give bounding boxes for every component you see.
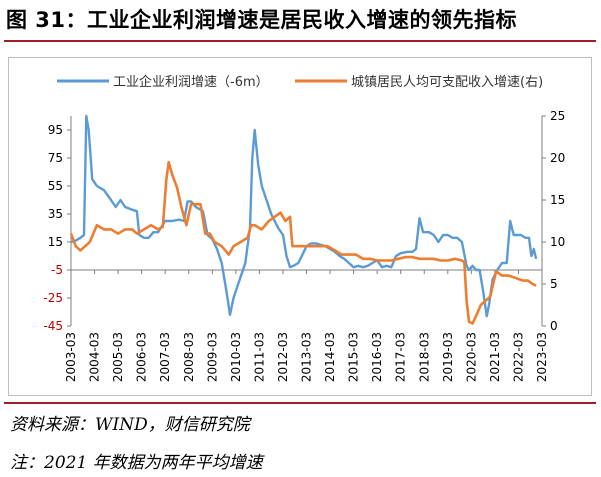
line-chart: 工业企业利润增速（-6m） 城镇居民人均可支配收入增速(右) 95 75 55 35 1… — [43, 74, 565, 382]
x-tick-label: 2003-03 — [64, 332, 78, 382]
bottom-rule — [4, 402, 596, 404]
x-tick-label: 2014-03 — [323, 332, 337, 382]
x-tick-label: 2017-03 — [394, 332, 408, 382]
x-tick-label: 2020-03 — [464, 332, 478, 382]
y-right-tick-label: 25 — [550, 109, 565, 123]
x-tick-label: 2015-03 — [347, 332, 361, 382]
legend-label-income: 城镇居民人均可支配收入增速(右) — [351, 75, 543, 90]
x-tick-label: 2013-03 — [300, 332, 314, 382]
y-left-tick-label: 95 — [48, 123, 63, 137]
legend: 工业企业利润增速（-6m） 城镇居民人均可支配收入增速(右) — [57, 74, 543, 90]
legend-label-profit: 工业企业利润增速（-6m） — [113, 74, 269, 90]
x-tick-label: 2006-03 — [135, 332, 149, 382]
x-tick-label: 2021-03 — [488, 332, 502, 382]
chart-frame: 工业企业利润增速（-6m） 城镇居民人均可支配收入增速(右) 95 75 55 35 1… — [8, 57, 592, 396]
y-right-tick-label: 0 — [550, 319, 558, 333]
figure-title: 图 31：工业企业利润增速是居民收入增速的领先指标 — [6, 8, 518, 32]
x-tick-label: 2008-03 — [182, 332, 196, 382]
y-left-tick-label: -25 — [43, 291, 63, 305]
series-layer — [69, 114, 538, 325]
x-tick-label: 2016-03 — [370, 332, 384, 382]
series-line-income — [69, 160, 537, 325]
x-tick-label: 2011-03 — [252, 332, 266, 382]
y-left-tick-label: -45 — [43, 319, 63, 333]
y-right-tick-label: 10 — [550, 235, 565, 249]
x-tick-label: 2018-03 — [417, 332, 431, 382]
source-note: 资料来源：WIND，财信研究院 — [10, 415, 250, 435]
series-line-profit — [70, 114, 538, 318]
x-tick-label: 2007-03 — [158, 332, 172, 382]
y-left-tick-label: 55 — [48, 179, 63, 193]
x-tick-label: 2022-03 — [511, 332, 525, 382]
y-right-tick-label: 20 — [550, 151, 565, 165]
x-tick-label: 2005-03 — [111, 332, 125, 382]
axes: 95 75 55 35 15 -5 -25 -45 25 20 15 10 5 0 2003-03 2004-… — [43, 109, 565, 382]
x-tick-label: 2012-03 — [276, 332, 290, 382]
x-tick-label: 2019-03 — [441, 332, 455, 382]
footnote: 注：2021 年数据为两年平均增速 — [10, 453, 263, 473]
y-left-tick-label: 75 — [48, 151, 63, 165]
x-tick-label: 2004-03 — [88, 332, 102, 382]
y-left-tick-label: 35 — [48, 207, 63, 221]
x-tick-label: 2009-03 — [205, 332, 219, 382]
title-rule — [4, 40, 596, 42]
y-right-tick-label: 5 — [550, 277, 558, 291]
x-tick-label: 2023-03 — [535, 332, 549, 382]
y-left-tick-label: -5 — [51, 263, 63, 277]
y-left-tick-label: 15 — [48, 235, 63, 249]
y-right-tick-label: 15 — [550, 193, 565, 207]
x-tick-label: 2010-03 — [229, 332, 243, 382]
